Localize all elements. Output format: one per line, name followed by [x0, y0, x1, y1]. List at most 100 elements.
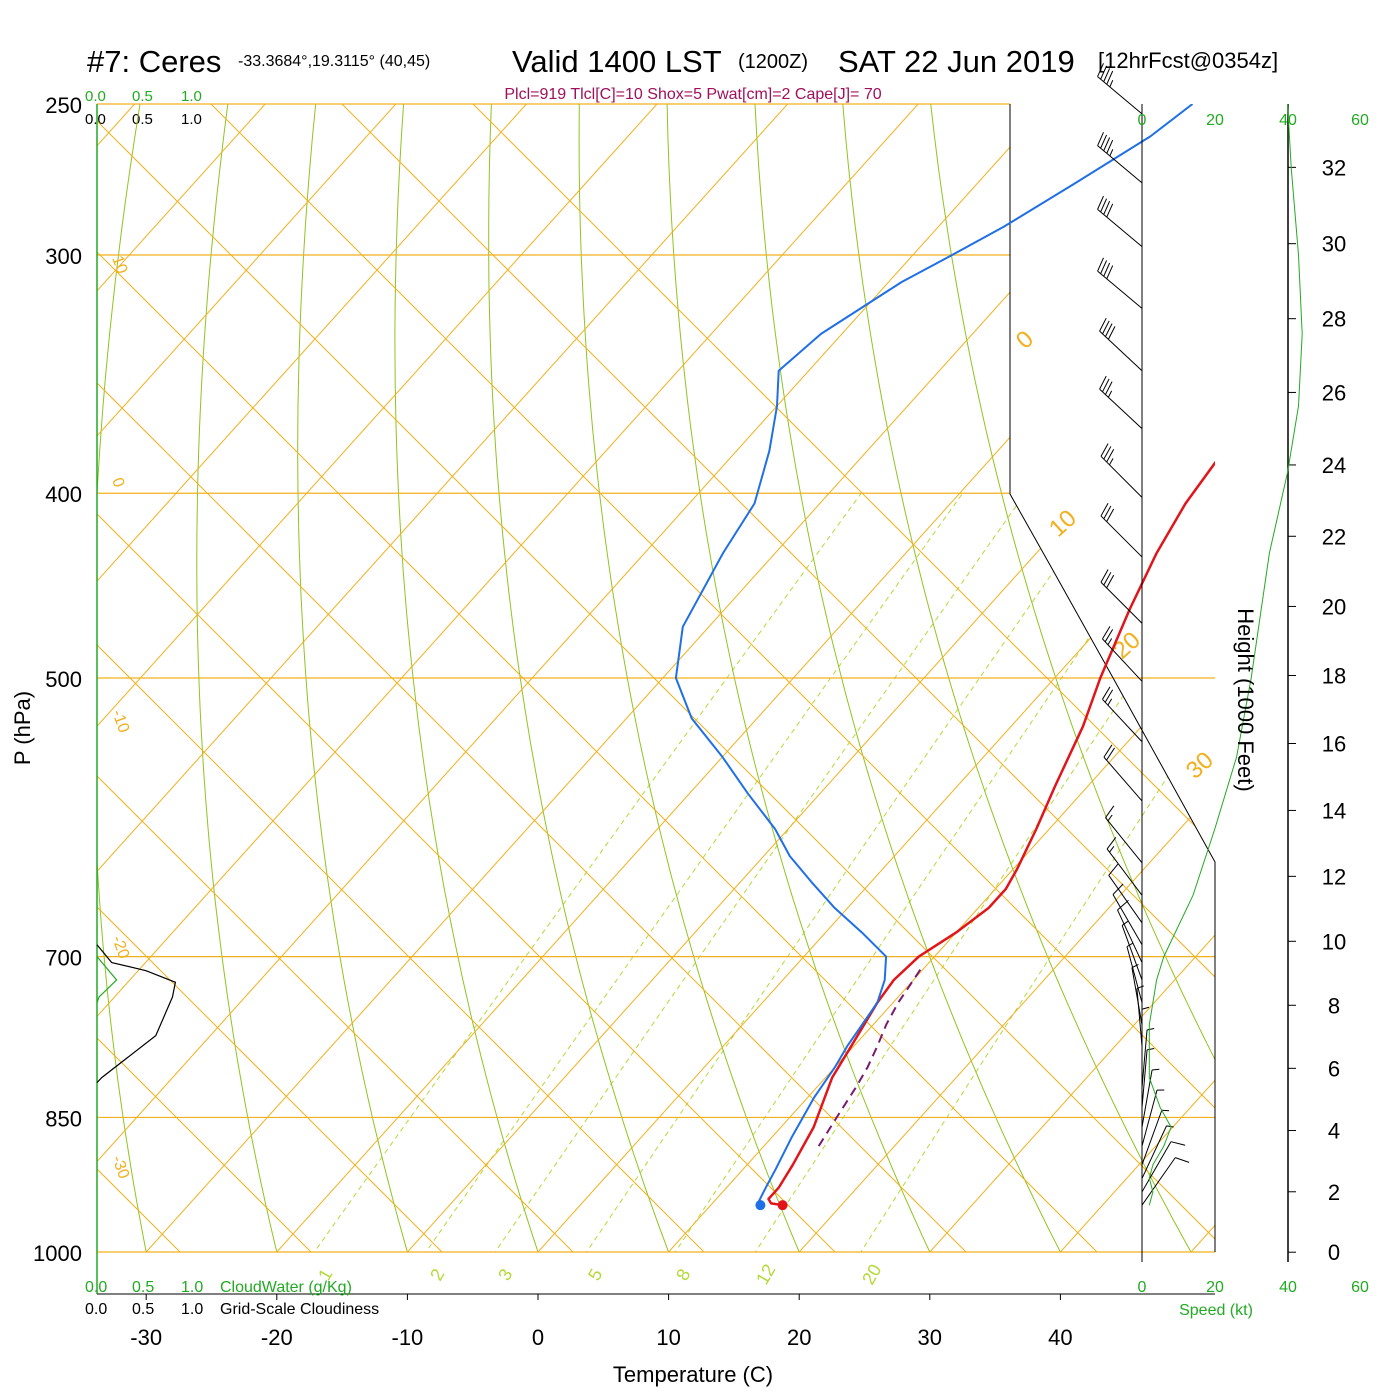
- x-tick-label-40: 40: [1048, 1325, 1072, 1350]
- height-label-10: 10: [1322, 929, 1346, 954]
- isotherm--110: [97, 104, 302, 1252]
- barb-half-flag: [1146, 1047, 1155, 1051]
- isotherm-30: [893, 104, 1215, 1252]
- mixing-ratio-label-3: 5: [584, 1265, 606, 1284]
- barb-half-flag: [1107, 814, 1113, 822]
- wind-bottom-0: 0: [1138, 1279, 1147, 1296]
- height-label-12: 12: [1322, 864, 1346, 889]
- wind-barb-23: [1141, 1047, 1155, 1108]
- moist-adiabat-5: [97, 104, 753, 1252]
- isotherm--10: [370, 104, 1215, 1252]
- pressure-label-850: 850: [45, 1106, 82, 1131]
- isobars: [97, 103, 1215, 1253]
- iso-label-left-0: 10: [108, 254, 130, 277]
- barb-staff: [1100, 455, 1143, 498]
- mixing-ratio-label-5: 12: [752, 1261, 779, 1288]
- isotherm-20: [762, 104, 1215, 1252]
- barb-flag: [1103, 137, 1111, 151]
- mixing-ratio-20: [834, 492, 1215, 1252]
- cloud-bottom-1: 0.5: [132, 1279, 154, 1296]
- barb-flag: [1099, 375, 1107, 390]
- height-label-30: 30: [1322, 232, 1346, 257]
- moist-adiabat-9: [97, 104, 1215, 1252]
- dry-adiabat-60: [926, 104, 1215, 1252]
- barb-staff: [1141, 1157, 1176, 1206]
- barb-flag: [1103, 572, 1112, 586]
- wind-barb-28: [1141, 1141, 1186, 1193]
- barb-staff: [1097, 76, 1143, 115]
- barb-flag: [1106, 265, 1114, 280]
- wind-barb-7: [1100, 502, 1143, 558]
- barb-flag: [1104, 689, 1114, 703]
- moist-adiabat-2: [97, 104, 360, 1252]
- moist-adiabat-1: [97, 104, 229, 1252]
- wind-barb-6: [1100, 443, 1143, 498]
- dewpoint-line: [674, 104, 1194, 1206]
- barb-flag: [1103, 744, 1113, 758]
- barb-flag: [1102, 320, 1110, 335]
- wind-barb-13: [1106, 837, 1143, 896]
- pressure-label-500: 500: [45, 667, 82, 692]
- iso-label-right-3: 30: [1181, 747, 1219, 785]
- wind-speed-profile: [1148, 103, 1303, 1206]
- cloudiness-top-2: 1.0: [181, 111, 202, 128]
- dry-adiabat-40: [753, 104, 1082, 1252]
- barb-staff: [1100, 581, 1143, 624]
- isotherm--80: [97, 104, 694, 1252]
- wind-barb-14: [1108, 863, 1143, 924]
- pressure-ticks: 250 300 400 500 700 850 1000: [33, 93, 82, 1266]
- cloudiness-bottom-2: 1.0: [181, 1301, 203, 1318]
- cloud-top-legend: 0.0 0.5 1.0 0.0 0.5 1.0: [85, 88, 202, 128]
- height-label-6: 6: [1328, 1056, 1340, 1081]
- dry-adiabat-50: [839, 104, 1215, 1252]
- cloudiness-bottom-0: 0.0: [85, 1301, 107, 1318]
- wind-barb-9: [1102, 626, 1143, 682]
- barb-staff: [1141, 1029, 1148, 1088]
- skewed-isotherms: [97, 104, 1215, 1252]
- moist-adiabat-0: [97, 104, 98, 1252]
- wind-bottom-40: 40: [1279, 1279, 1297, 1296]
- wind-barb-20: [1136, 985, 1144, 1047]
- dry-adiabat-0: [394, 104, 553, 1252]
- x-axis-label: Temperature (C): [613, 1362, 773, 1387]
- barb-flag: [1104, 629, 1114, 643]
- moist-adiabat-4: [97, 104, 622, 1252]
- barb-flag: [1097, 132, 1104, 146]
- dry-adiabat-30: [666, 104, 950, 1252]
- barb-flag: [1106, 574, 1115, 589]
- barb-half-flag: [1131, 963, 1139, 969]
- cloud-profiles: [96, 944, 177, 1084]
- isotherm--50: [97, 104, 1085, 1252]
- barb-flag: [1103, 262, 1111, 277]
- barb-flag: [1106, 837, 1117, 850]
- barb-flag: [1106, 747, 1115, 761]
- barb-half-flag: [1121, 920, 1129, 926]
- wind-barb-29: [1141, 1157, 1190, 1206]
- barb-flag: [1108, 863, 1119, 876]
- dry-adiabat-110: [1361, 70, 1400, 1292]
- cloud-bottom-0: 0.0: [85, 1279, 107, 1296]
- barb-flag: [1102, 378, 1110, 393]
- cloud-bottom-2: 1.0: [181, 1279, 203, 1296]
- moist-adiabat-7: [97, 104, 1015, 1252]
- moist-adiabat-10: [97, 104, 1215, 1252]
- dry-adiabat-90: [1187, 104, 1215, 1252]
- barb-staff: [1131, 967, 1143, 1025]
- indices-text: Plcl=919 Tlcl[C]=10 Shox=5 Pwat[cm]=2 Ca…: [504, 86, 881, 103]
- barb-staff: [1141, 1141, 1172, 1193]
- cloud-top-1: 0.5: [132, 88, 153, 105]
- barb-half-flag: [1141, 1006, 1150, 1010]
- iso-label-left-1: 0: [108, 476, 127, 490]
- height-label-24: 24: [1322, 453, 1346, 478]
- height-label-8: 8: [1328, 993, 1340, 1018]
- height-axis-label: Height (1000 Feet): [1233, 608, 1258, 791]
- height-label-20: 20: [1322, 594, 1346, 619]
- barb-staff: [1121, 925, 1143, 981]
- barb-staff: [1097, 145, 1143, 184]
- wind-bottom-60: 60: [1351, 1279, 1369, 1296]
- mixing-ratio-1: [285, 492, 862, 1252]
- height-label-14: 14: [1322, 798, 1346, 823]
- isotherm-40: [1023, 104, 1215, 1252]
- barb-flag: [1099, 317, 1107, 332]
